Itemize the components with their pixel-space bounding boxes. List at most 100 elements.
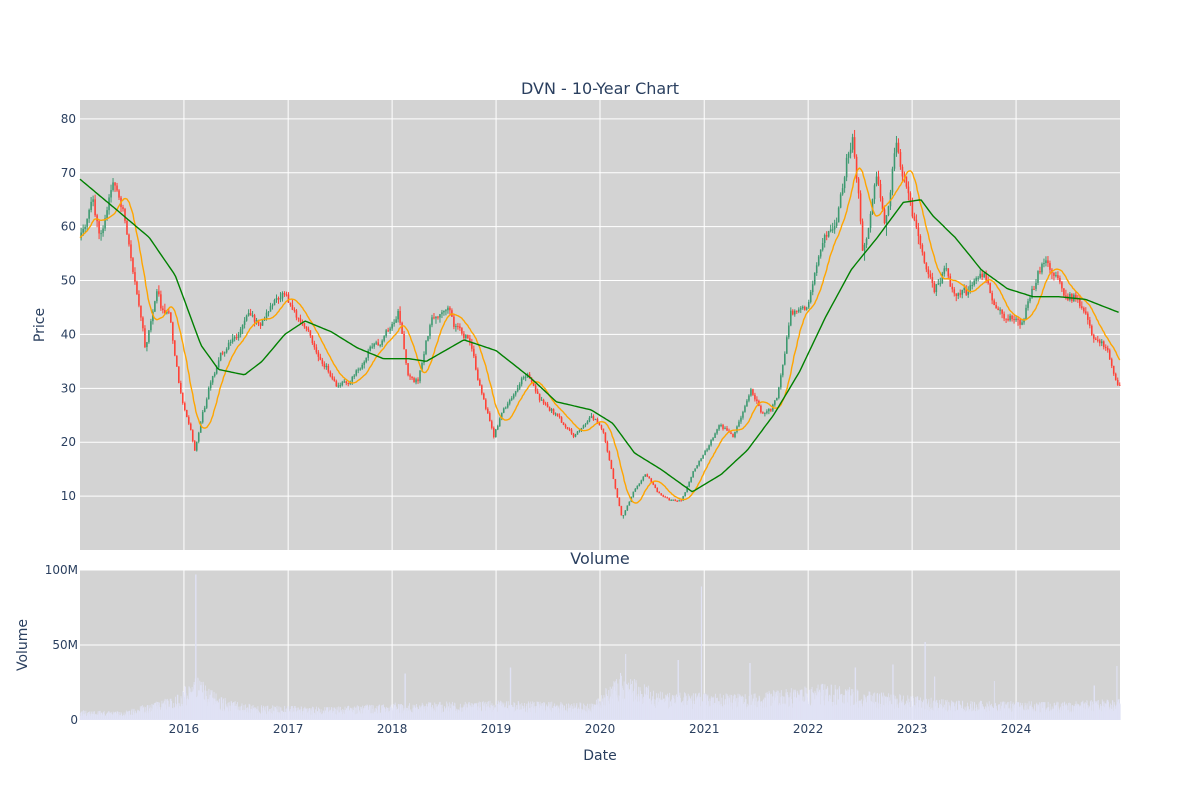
volume-bar bbox=[813, 699, 815, 720]
volume-bar bbox=[312, 706, 313, 720]
candle-body bbox=[488, 413, 491, 422]
volume-bar bbox=[576, 703, 578, 720]
volume-bar bbox=[410, 711, 412, 720]
volume-bar bbox=[185, 699, 187, 720]
date-x-ticks: 2016 2017 2018 2019 2020 2021 2022 2023 2024 bbox=[169, 722, 1032, 736]
volume-bar bbox=[498, 702, 500, 720]
candle-body bbox=[869, 213, 872, 229]
volume-bar bbox=[1094, 700, 1096, 720]
volume-bar bbox=[454, 706, 456, 720]
candle-body bbox=[676, 500, 678, 502]
volume-bar bbox=[345, 710, 347, 720]
volume-bar bbox=[584, 711, 586, 720]
volume-bar bbox=[269, 708, 271, 720]
volume-bar bbox=[837, 689, 838, 720]
candle-body bbox=[365, 357, 367, 362]
candle-body bbox=[403, 333, 405, 350]
volume-bar bbox=[412, 707, 414, 720]
candle-body bbox=[596, 419, 599, 423]
candle-body bbox=[1011, 315, 1013, 320]
candle-body bbox=[985, 273, 987, 281]
volume-bar bbox=[751, 702, 753, 720]
volume-bar bbox=[203, 699, 205, 720]
candle-body bbox=[289, 302, 292, 306]
candle-body bbox=[710, 440, 712, 446]
volume-bar bbox=[1013, 704, 1015, 720]
volume-bar bbox=[835, 689, 837, 720]
candle-body bbox=[612, 468, 615, 479]
candle-body bbox=[217, 360, 220, 368]
volume-bar bbox=[361, 708, 362, 720]
candle-body bbox=[580, 427, 583, 431]
volume-bar bbox=[827, 695, 829, 720]
volume-bar bbox=[701, 586, 702, 720]
volume-bar bbox=[715, 698, 717, 720]
volume-bar bbox=[903, 702, 905, 720]
volume-bar bbox=[464, 701, 466, 720]
candle-body bbox=[859, 193, 862, 222]
candle-body bbox=[945, 268, 948, 270]
candle-body bbox=[752, 389, 754, 395]
price-candles bbox=[80, 129, 1121, 519]
volume-bar bbox=[1011, 711, 1012, 720]
volume-bar bbox=[1054, 705, 1056, 720]
candle-body bbox=[399, 310, 401, 323]
candle-body bbox=[92, 199, 94, 202]
volume-bar bbox=[440, 704, 442, 720]
volume-bar bbox=[1080, 702, 1082, 720]
candle-body bbox=[556, 413, 559, 416]
volume-bar bbox=[1110, 705, 1112, 720]
volume-bar bbox=[1112, 707, 1114, 720]
volume-bar bbox=[885, 703, 887, 720]
candle-body bbox=[578, 430, 581, 432]
candle-body bbox=[267, 311, 270, 313]
candle-body bbox=[401, 322, 403, 334]
volume-bar bbox=[327, 707, 329, 720]
volume-bar bbox=[106, 713, 107, 720]
candle-body bbox=[297, 317, 300, 319]
candle-body bbox=[379, 344, 381, 346]
candle-body bbox=[873, 185, 876, 200]
volume-bar bbox=[393, 707, 394, 720]
candle-body bbox=[941, 273, 944, 284]
volume-bar bbox=[448, 702, 450, 720]
volume-bar bbox=[311, 714, 313, 720]
volume-bar bbox=[981, 700, 982, 720]
volume-bar bbox=[335, 714, 337, 720]
volume-bar bbox=[957, 709, 958, 720]
candle-body bbox=[987, 280, 989, 284]
candle-body bbox=[993, 300, 995, 306]
volume-bar bbox=[558, 708, 560, 720]
candle-body bbox=[937, 283, 940, 285]
candle-body bbox=[768, 409, 770, 412]
candle-body bbox=[949, 276, 952, 287]
volume-bar bbox=[526, 712, 528, 720]
candle-body bbox=[490, 421, 493, 428]
volume-bar bbox=[193, 681, 195, 720]
volume-bar bbox=[911, 707, 913, 720]
volume-bar bbox=[775, 692, 777, 720]
candle-body bbox=[730, 432, 732, 434]
candle-body bbox=[247, 313, 250, 316]
volume-bar bbox=[899, 694, 901, 720]
volume-bar bbox=[116, 711, 118, 720]
volume-bar bbox=[329, 710, 331, 720]
volume-bar bbox=[680, 697, 681, 720]
volume-bar bbox=[867, 695, 869, 720]
volume-bar bbox=[777, 690, 779, 720]
candle-body bbox=[881, 197, 884, 210]
volume-bar bbox=[739, 695, 741, 720]
volume-bar bbox=[153, 703, 155, 720]
volume-bar bbox=[504, 707, 506, 720]
candle-body bbox=[754, 394, 756, 400]
candle-body bbox=[955, 293, 958, 296]
candle-body bbox=[150, 321, 152, 331]
volume-bar bbox=[672, 694, 673, 720]
volume-bar bbox=[1104, 703, 1106, 720]
volume-bar bbox=[949, 705, 951, 720]
candle-body bbox=[692, 471, 694, 478]
volume-bar bbox=[993, 681, 995, 720]
volume-bars bbox=[79, 574, 1121, 720]
volume-bar bbox=[462, 706, 464, 720]
volume-bar bbox=[684, 692, 685, 720]
